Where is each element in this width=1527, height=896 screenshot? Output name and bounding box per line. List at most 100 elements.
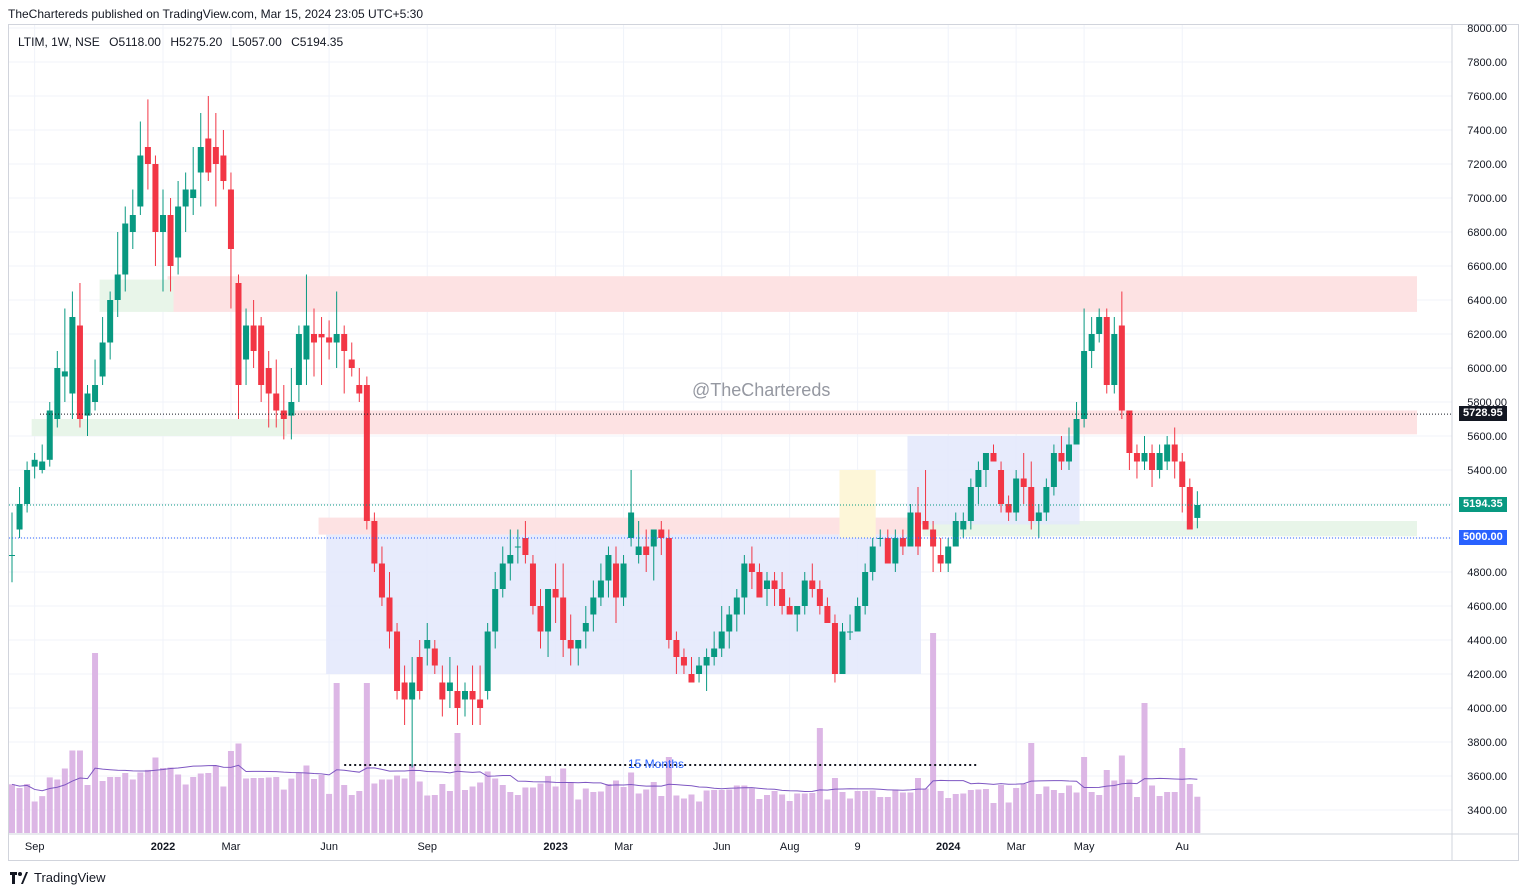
candle-up	[1066, 444, 1072, 462]
volume-bar	[61, 768, 68, 833]
tradingview-brand: TradingView	[34, 870, 106, 885]
volume-bar	[16, 788, 23, 833]
candle-up	[295, 334, 302, 385]
candle-up	[129, 215, 136, 232]
candle-down	[1133, 453, 1140, 462]
candle-up	[1013, 478, 1020, 513]
volume-bar	[975, 789, 982, 833]
volume-bar	[431, 795, 438, 833]
candle-up	[1088, 334, 1095, 351]
candle-up	[484, 631, 491, 691]
volume-bar	[680, 798, 687, 833]
candle-up	[726, 614, 733, 632]
volume-bar	[288, 778, 295, 833]
volume-bar	[318, 775, 325, 833]
volume-bar	[960, 793, 967, 833]
legend-symbol: LTIM, 1W, NSE	[18, 35, 100, 49]
candle-up	[160, 215, 166, 232]
candle-up	[197, 147, 204, 173]
price-lines	[9, 413, 1452, 766]
published-header: TheChartereds published on TradingView.c…	[8, 7, 424, 21]
y-tick-label: 4400.00	[1467, 635, 1507, 647]
volume-bar	[122, 773, 129, 833]
volume-bar	[1179, 748, 1186, 833]
y-tick-label: 6400.00	[1467, 295, 1507, 307]
candle-down	[439, 682, 446, 700]
chart-frame	[8, 24, 1519, 861]
volume-bar	[92, 653, 99, 833]
candle-up	[590, 597, 597, 615]
candle-up	[620, 563, 627, 598]
candle-up	[1081, 351, 1088, 419]
ohlc-legend: LTIM, 1W, NSE O5118.00 H5275.20 L5057.00…	[18, 35, 349, 49]
y-tick-label: 6200.00	[1467, 329, 1507, 341]
volume-bar	[446, 791, 453, 833]
candle-down	[341, 334, 348, 351]
annotation-15-months: 15 Months	[628, 757, 685, 771]
volume-bar	[711, 790, 718, 833]
volume-bar	[9, 784, 15, 833]
volume-bar	[1096, 795, 1103, 833]
candle-up	[507, 555, 514, 564]
candle-down	[899, 538, 906, 547]
candle-up	[9, 555, 15, 556]
candle-down	[658, 529, 665, 538]
zone-support	[922, 521, 1417, 537]
volume-bar	[952, 794, 959, 833]
candle-down	[1020, 478, 1027, 487]
volume-bar	[945, 798, 952, 833]
volume-bar	[741, 785, 748, 833]
candle-up	[597, 580, 604, 598]
candle-down	[1179, 461, 1186, 487]
candle-down	[311, 334, 317, 343]
volume-bar	[1164, 792, 1171, 833]
volume-bar	[190, 777, 197, 833]
volume-bar	[688, 794, 695, 833]
volume-bar	[212, 765, 219, 833]
volume-bar	[235, 743, 242, 833]
volume-bar	[424, 795, 431, 833]
candle-down	[1118, 325, 1125, 411]
candle-up	[46, 410, 53, 460]
candle-down	[401, 682, 408, 700]
candle-up	[650, 529, 657, 547]
volume-bar	[990, 803, 997, 833]
volume-bar	[409, 764, 416, 833]
candle-up	[514, 546, 521, 548]
tradingview-footer[interactable]: TradingView	[10, 870, 106, 885]
volume-bar	[114, 777, 121, 833]
volume-bar	[726, 789, 733, 833]
volume-ma	[11, 764, 1198, 793]
volume-bar	[1149, 785, 1156, 833]
zone-support	[31, 419, 287, 436]
candle-up	[1156, 453, 1163, 470]
candle-down	[326, 337, 333, 343]
candle-up	[99, 342, 106, 377]
volume-bar	[522, 787, 529, 833]
candle-down	[235, 283, 242, 385]
x-tick-label: Mar	[221, 841, 240, 853]
x-tick-label: 9	[855, 841, 861, 853]
volume-bar	[575, 799, 582, 833]
volume-bar	[182, 784, 189, 833]
candle-down	[824, 606, 831, 623]
candle-up	[975, 470, 982, 487]
volume-bar	[756, 799, 763, 833]
volume-bar	[786, 801, 793, 833]
volume-bar	[545, 776, 552, 833]
volume-bar	[1126, 779, 1133, 833]
volume-bar	[582, 788, 589, 833]
volume-bar	[167, 767, 174, 833]
candle-down	[477, 699, 484, 708]
y-tick-label: 3400.00	[1467, 805, 1507, 817]
zone-resistance	[280, 410, 1417, 435]
y-tick-label: 7400.00	[1467, 125, 1507, 137]
candle-up	[92, 385, 99, 402]
candle-up	[1164, 444, 1171, 462]
x-tick-label: May	[1074, 841, 1095, 853]
volume-bar	[809, 793, 816, 833]
volume-bar	[937, 791, 944, 833]
volume-bar	[371, 783, 378, 833]
y-tick-label: 5800.00	[1467, 397, 1507, 409]
